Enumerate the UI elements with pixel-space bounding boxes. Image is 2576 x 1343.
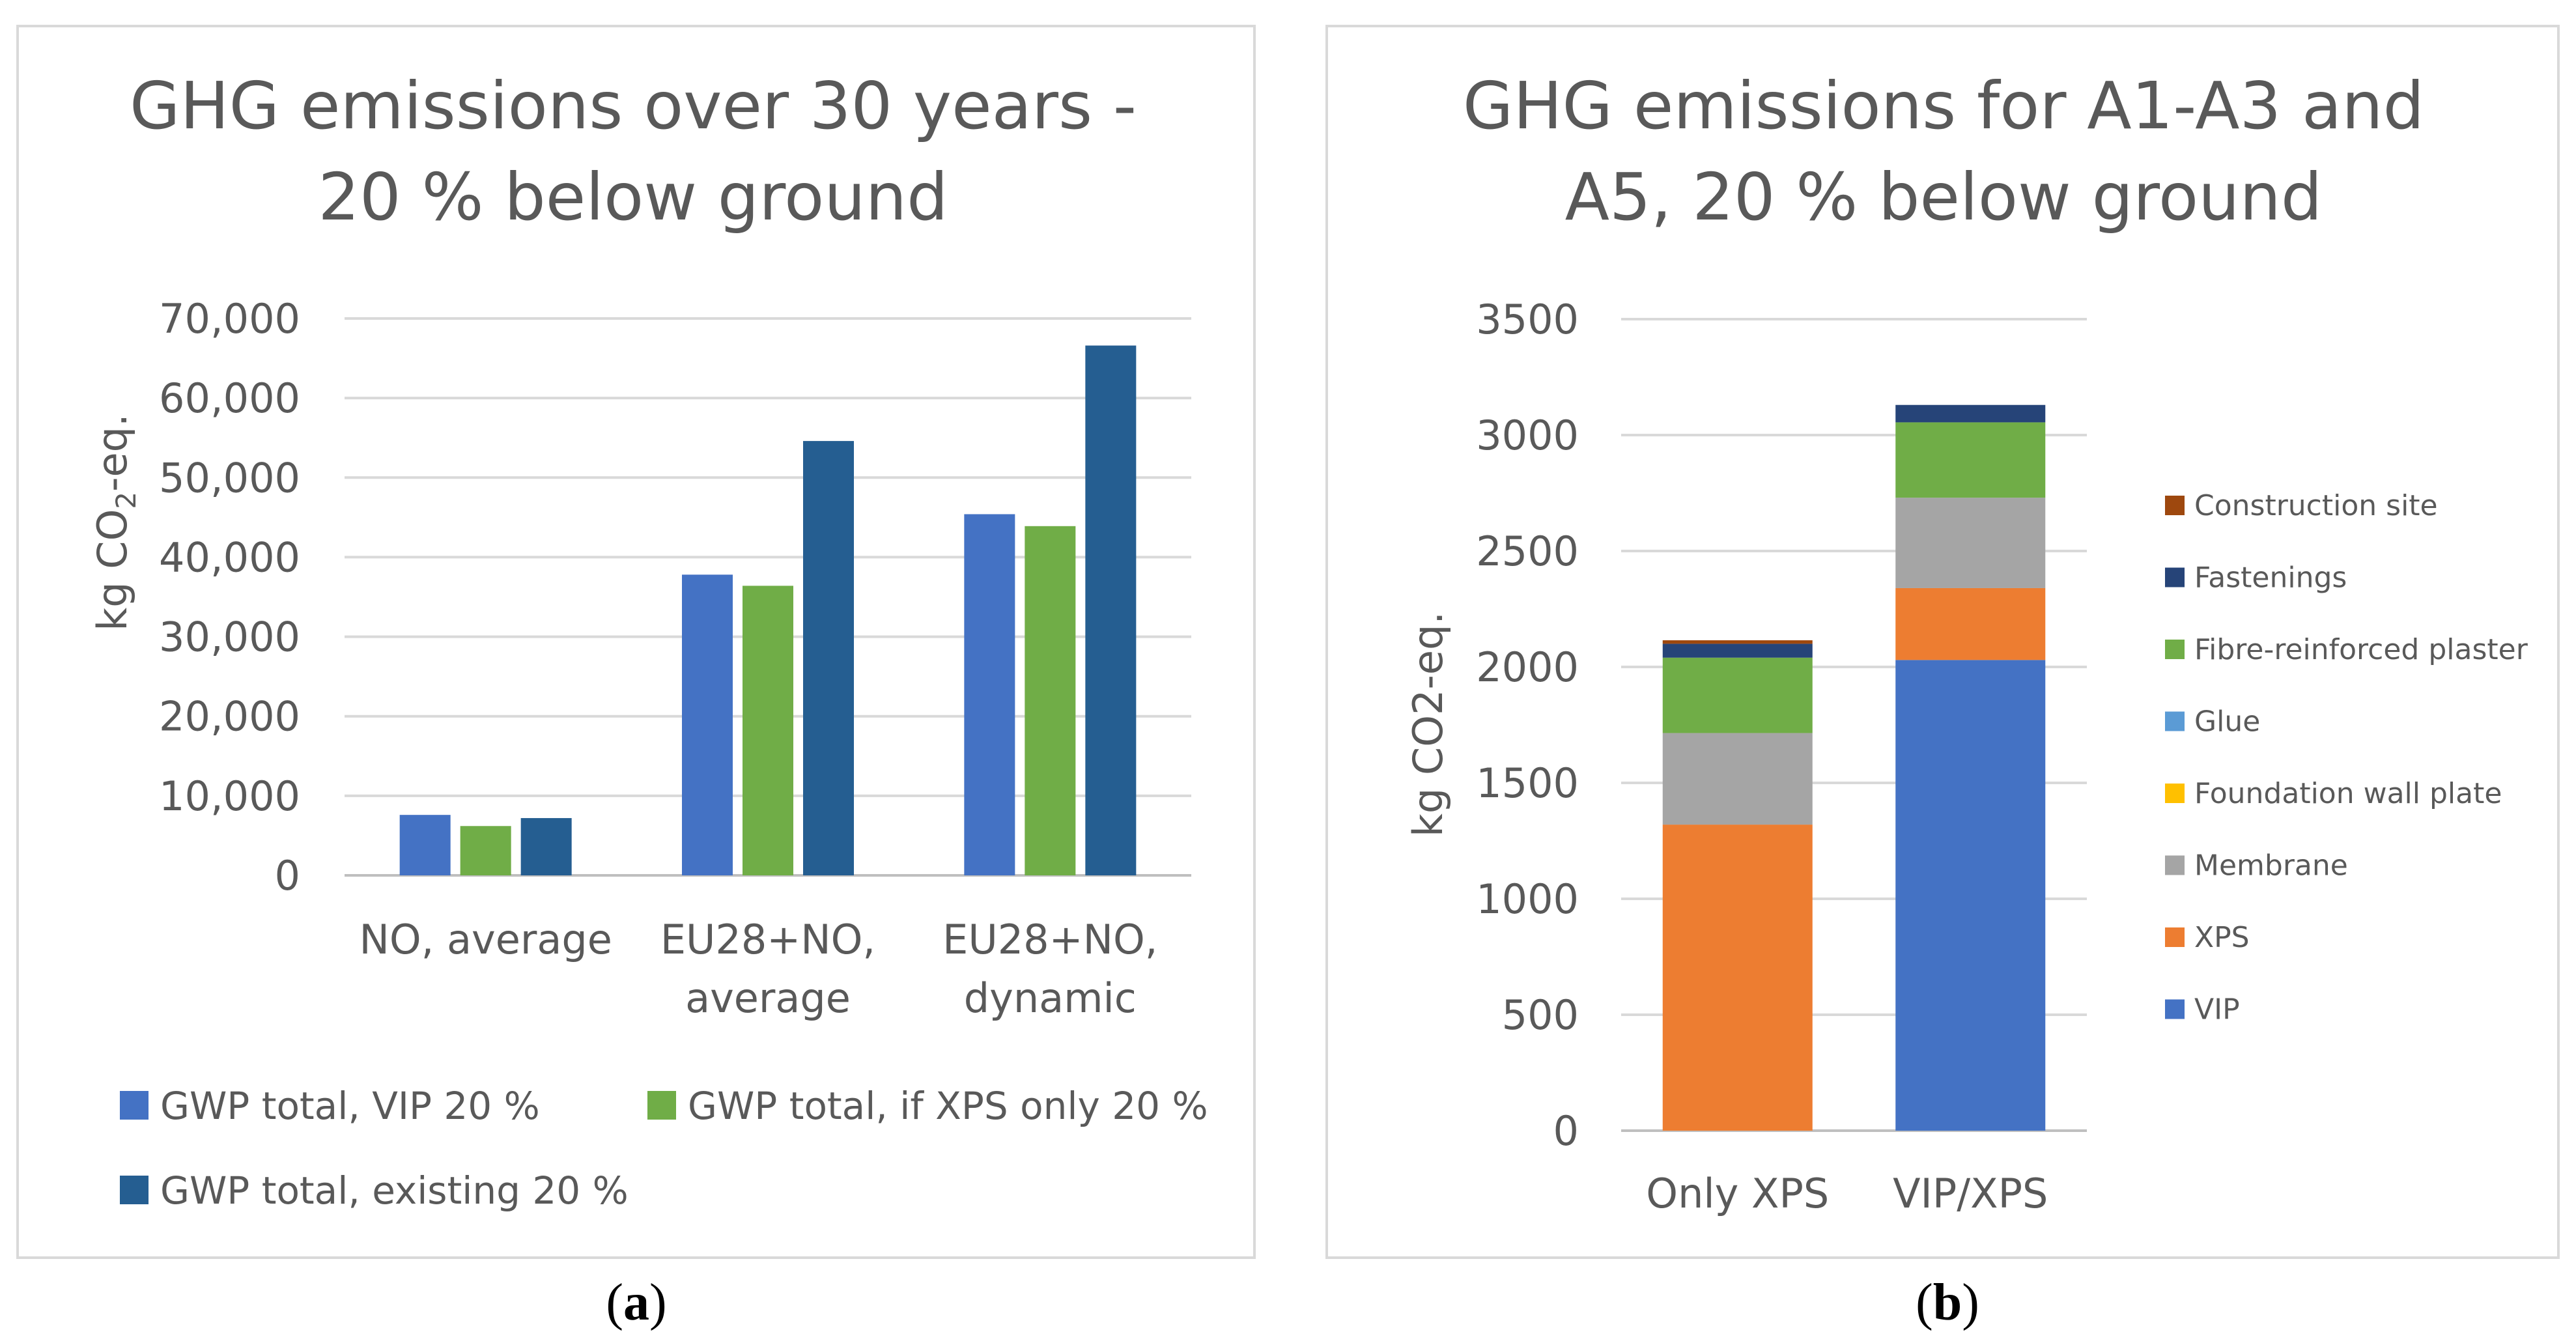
bar — [682, 574, 733, 875]
legend-label: Fibre-reinforced plaster — [2194, 633, 2528, 666]
chart-b-svg: GHG emissions for A1-A3 and A5, 20 % belo… — [1404, 68, 2528, 1217]
legend-swatch — [2165, 711, 2185, 731]
legend-label: Fastenings — [2194, 561, 2347, 595]
chart-title-line: GHG emissions for A1-A3 and — [1463, 68, 2424, 144]
chart-panel-b: GHG emissions for A1-A3 and A5, 20 % belo… — [1325, 25, 2560, 1259]
x-tick-label: Only XPS — [1646, 1170, 1829, 1217]
y-tick-label: 30,000 — [159, 614, 300, 661]
bar-segment — [1895, 660, 2046, 1131]
legend-label: Foundation wall plate — [2194, 777, 2502, 810]
legend-label: Construction site — [2194, 489, 2438, 522]
legend-swatch — [2165, 567, 2185, 587]
bar-segment — [1895, 498, 2046, 588]
legend-swatch — [2165, 784, 2185, 803]
y-tick-label: 50,000 — [159, 454, 300, 502]
x-tick-label: EU28+NO, — [660, 916, 875, 963]
caption-a: (a) — [606, 1274, 667, 1331]
legend-swatch — [2165, 927, 2185, 947]
bar-segment — [1662, 657, 1813, 733]
y-tick-label: 20,000 — [159, 693, 300, 741]
y-tick-label: 500 — [1502, 991, 1579, 1039]
legend-label: XPS — [2194, 921, 2250, 954]
chart-a-svg: GHG emissions over 30 years - 20 % below … — [89, 68, 1208, 1213]
caption-b-letter: b — [1932, 1274, 1962, 1331]
chart-title-line: A5, 20 % below ground — [1565, 159, 2323, 235]
bar-segment — [1895, 587, 2046, 660]
bar-segment — [1895, 404, 2046, 423]
bar — [964, 514, 1015, 875]
bar — [1085, 345, 1137, 875]
legend-swatch — [120, 1091, 149, 1120]
legend-label: GWP total, if XPS only 20 % — [688, 1084, 1208, 1128]
legend-label: VIP — [2194, 993, 2240, 1026]
legend-swatch — [2165, 999, 2185, 1019]
y-axis-label: kg CO2-eq. — [1404, 612, 1452, 837]
y-tick-label: 0 — [1553, 1107, 1579, 1155]
bar — [520, 818, 572, 875]
x-tick-label: VIP/XPS — [1893, 1170, 2048, 1217]
y-axis-label: kg CO2-eq. — [89, 414, 142, 630]
legend-swatch — [120, 1176, 149, 1204]
x-tick-label: EU28+NO, — [942, 916, 1157, 963]
y-tick-label: 1000 — [1476, 875, 1579, 923]
legend-swatch — [647, 1091, 676, 1120]
bar-segment — [1662, 640, 1813, 644]
caption-a-letter: a — [623, 1274, 649, 1331]
y-tick-label: 2500 — [1476, 528, 1579, 575]
x-tick-label: average — [685, 974, 851, 1022]
bar — [803, 441, 854, 875]
y-tick-label: 2000 — [1476, 643, 1579, 691]
y-tick-label: 3000 — [1476, 412, 1579, 459]
chart-panel-a: GHG emissions over 30 years - 20 % below … — [16, 25, 1256, 1259]
bar-segment — [1662, 825, 1813, 1131]
legend-swatch — [2165, 640, 2185, 659]
legend-label: GWP total, existing 20 % — [160, 1168, 629, 1213]
x-tick-label: NO, average — [359, 916, 612, 963]
chart-title-line: 20 % below ground — [318, 159, 948, 235]
x-tick-label: dynamic — [964, 974, 1137, 1022]
bar-segment — [1662, 643, 1813, 658]
caption-b: (b) — [1916, 1274, 1979, 1331]
bar-segment — [1895, 422, 2046, 498]
y-tick-label: 3500 — [1476, 296, 1579, 343]
legend-label: Glue — [2194, 705, 2260, 739]
y-tick-label: 40,000 — [159, 533, 300, 581]
legend-swatch — [2165, 496, 2185, 515]
bar — [1025, 526, 1076, 875]
bar — [399, 815, 451, 875]
legend-label: GWP total, VIP 20 % — [160, 1084, 540, 1128]
y-tick-label: 70,000 — [159, 295, 300, 343]
bar-segment — [1662, 733, 1813, 825]
y-tick-label: 1500 — [1476, 759, 1579, 807]
legend-swatch — [2165, 855, 2185, 875]
bar — [743, 586, 793, 875]
y-tick-label: 0 — [275, 852, 300, 899]
chart-title-line: GHG emissions over 30 years - — [130, 68, 1137, 144]
y-tick-label: 60,000 — [159, 375, 300, 422]
y-tick-label: 10,000 — [159, 772, 300, 820]
legend-label: Membrane — [2194, 849, 2348, 883]
bar — [460, 826, 511, 875]
